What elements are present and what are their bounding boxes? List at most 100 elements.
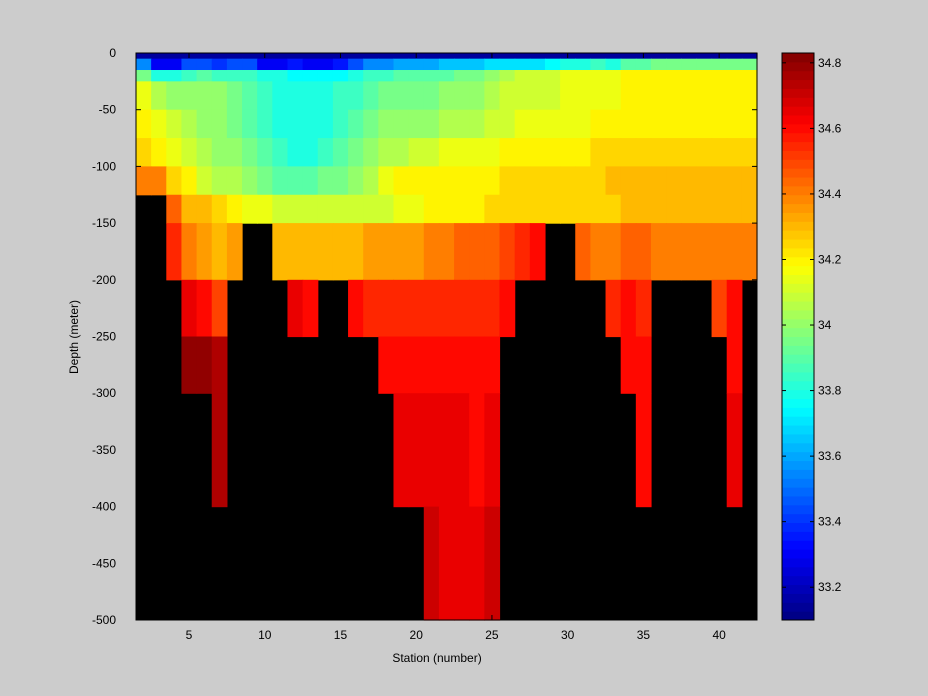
x-tick-label: 25 xyxy=(485,628,499,642)
heatmap-cell xyxy=(332,81,349,111)
heatmap-cell xyxy=(438,70,455,82)
heatmap-cell xyxy=(423,393,440,508)
heatmap-cell xyxy=(620,70,637,82)
y-axis: 0 -50 -100 -150 -200 -250 -300 -350 -400 -450 -500 xyxy=(92,46,757,627)
heatmap-cell xyxy=(348,58,364,71)
heatmap-cell xyxy=(605,194,622,224)
heatmap-cell xyxy=(681,138,698,167)
heatmap-cell xyxy=(681,109,698,139)
heatmap-cell xyxy=(317,223,334,281)
heatmap-cell xyxy=(635,166,652,196)
heatmap-cell xyxy=(544,109,561,139)
heatmap-cell xyxy=(711,58,728,71)
heatmap-cell xyxy=(226,194,243,224)
heatmap-cell xyxy=(181,166,198,196)
heatmap-cell xyxy=(544,70,561,82)
colorbar-band xyxy=(782,549,814,559)
colorbar-band xyxy=(782,407,814,417)
heatmap-cell xyxy=(438,336,455,394)
heatmap-cell xyxy=(166,58,183,71)
heatmap-cell xyxy=(317,70,334,82)
heatmap-cell xyxy=(560,70,576,82)
heatmap-cell xyxy=(408,194,425,224)
colorbar-band xyxy=(782,522,814,532)
heatmap-cell xyxy=(454,166,470,196)
y-tick-label: 0 xyxy=(109,46,116,60)
y-tick-label: -400 xyxy=(92,500,116,514)
heatmap-cell xyxy=(726,223,743,281)
heatmap-cell xyxy=(454,336,470,394)
heatmap-cell xyxy=(696,81,713,111)
heatmap-cell xyxy=(575,81,591,111)
heatmap-cell xyxy=(620,336,637,394)
heatmap-cell xyxy=(378,109,395,139)
heatmap-cell xyxy=(348,166,364,196)
x-tick-label: 15 xyxy=(334,628,348,642)
heatmap-cell xyxy=(196,194,213,224)
colorbar-band xyxy=(782,380,814,391)
colorbar-band xyxy=(782,274,814,284)
heatmap-cell xyxy=(136,58,152,71)
heatmap-cell xyxy=(454,109,470,139)
heatmap-cell xyxy=(332,194,349,224)
colorbar-band xyxy=(782,478,814,488)
heatmap-cell xyxy=(257,194,273,224)
heatmap-cell xyxy=(272,223,289,281)
heatmap-cell xyxy=(332,166,349,196)
heatmap-cell xyxy=(378,223,395,281)
heatmap-cell xyxy=(454,393,470,508)
colorbar-band xyxy=(782,230,814,240)
heatmap-cell xyxy=(393,166,410,196)
heatmap-cell xyxy=(211,138,228,167)
heatmap-cell xyxy=(726,336,743,394)
colorbar-band xyxy=(782,345,814,355)
heatmap-cell xyxy=(226,109,243,139)
heatmap-cell xyxy=(590,53,607,60)
heatmap-cell xyxy=(363,166,379,196)
heatmap-cell xyxy=(438,506,455,621)
colorbar-band xyxy=(782,106,814,116)
heatmap-cell xyxy=(363,279,379,338)
heatmap-cell xyxy=(469,70,485,82)
heatmap-cell xyxy=(454,138,470,167)
heatmap-cell xyxy=(696,194,713,224)
heatmap-cell xyxy=(226,138,243,167)
heatmap-cell xyxy=(469,166,485,196)
heatmap-cell xyxy=(226,58,243,71)
heatmap-cell xyxy=(560,166,576,196)
x-tick-label: 35 xyxy=(637,628,651,642)
heatmap-cell xyxy=(196,166,213,196)
heatmap-cell xyxy=(620,138,637,167)
heatmap-cell xyxy=(226,223,243,281)
colorbar-tick-label: 34.8 xyxy=(818,56,842,70)
colorbar-band xyxy=(782,575,814,586)
heatmap-cell xyxy=(332,138,349,167)
heatmap-cell xyxy=(741,81,758,111)
y-tick-label: -250 xyxy=(92,330,116,344)
heatmap-cell xyxy=(302,194,319,224)
heatmap-cell xyxy=(226,70,243,82)
heatmap-cell xyxy=(363,53,379,60)
heatmap-cell xyxy=(272,81,289,111)
heatmap-cell xyxy=(544,138,561,167)
heatmap-cell xyxy=(211,166,228,196)
heatmap-cell xyxy=(302,81,319,111)
heatmap-cell xyxy=(484,58,501,71)
heatmap-cell xyxy=(287,53,304,60)
heatmap-cells xyxy=(136,53,758,621)
heatmap-cell xyxy=(151,109,167,139)
heatmap-cell xyxy=(242,166,258,196)
heatmap-cell xyxy=(423,279,440,338)
heatmap-cell xyxy=(605,70,622,82)
heatmap-cell xyxy=(514,109,531,139)
colorbar-band xyxy=(782,451,814,462)
heatmap-cell xyxy=(166,138,183,167)
heatmap-cell xyxy=(408,166,425,196)
heatmap-cell xyxy=(302,70,319,82)
heatmap-cell xyxy=(423,138,440,167)
heatmap-cell xyxy=(741,166,758,196)
colorbar-band xyxy=(782,221,814,231)
colorbar-band xyxy=(782,194,814,205)
heatmap-cell xyxy=(166,223,183,281)
heatmap-cell xyxy=(544,194,561,224)
